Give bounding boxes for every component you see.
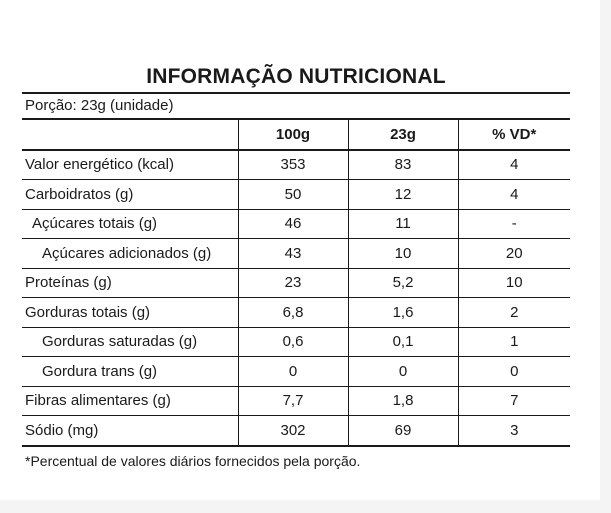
table-row: Carboidratos (g) 50 12 4 xyxy=(22,179,570,210)
table-row: Fibras alimentares (g) 7,7 1,8 7 xyxy=(22,386,570,416)
value-per-100g: 7,7 xyxy=(237,386,348,416)
nutrient-name: Gorduras saturadas (g) xyxy=(22,327,238,357)
value-per-portion: 5,2 xyxy=(347,268,458,298)
header-nutrient xyxy=(22,120,238,151)
nutrient-name: Gorduras totais (g) xyxy=(22,297,238,328)
daily-value-percent: 4 xyxy=(457,179,570,210)
value-per-100g: 353 xyxy=(237,149,348,180)
value-per-100g: 46 xyxy=(237,209,348,239)
footnote: *Percentual de valores diários fornecido… xyxy=(25,452,361,469)
value-per-100g: 50 xyxy=(237,179,348,210)
nutrition-table: 100g 23g % VD* Valor energético (kcal) 35… xyxy=(22,120,570,447)
header-100g: 100g xyxy=(237,120,348,151)
table-row: Gorduras saturadas (g) 0,6 0,1 1 xyxy=(22,327,570,357)
table-row: Sódio (mg) 302 69 3 xyxy=(22,415,570,447)
daily-value-percent: 10 xyxy=(457,268,570,298)
nutrient-name: Carboidratos (g) xyxy=(22,179,238,210)
portion-info: Porção: 23g (unidade) xyxy=(22,94,570,120)
daily-value-percent: 2 xyxy=(457,297,570,328)
nutrient-name: Açúcares adicionados (g) xyxy=(22,238,238,269)
table-row: Gordura trans (g) 0 0 0 xyxy=(22,356,570,387)
table-row: Gorduras totais (g) 6,8 1,6 2 xyxy=(22,297,570,328)
value-per-100g: 0,6 xyxy=(237,327,348,357)
daily-value-percent: 1 xyxy=(457,327,570,357)
nutrition-label: INFORMAÇÃO NUTRICIONAL Porção: 23g (unid… xyxy=(22,64,570,475)
daily-value-percent: 4 xyxy=(457,149,570,180)
nutrient-name: Sódio (mg) xyxy=(22,415,238,447)
header-portion: 23g xyxy=(347,120,458,151)
value-per-portion: 1,8 xyxy=(347,386,458,416)
nutrient-name: Gordura trans (g) xyxy=(22,356,238,387)
header-vd: % VD* xyxy=(457,120,570,151)
value-per-100g: 0 xyxy=(237,356,348,387)
table-row: Valor energético (kcal) 353 83 4 xyxy=(22,149,570,180)
value-per-100g: 302 xyxy=(237,415,348,447)
table-row: Açúcares adicionados (g) 43 10 20 xyxy=(22,238,570,269)
value-per-100g: 6,8 xyxy=(237,297,348,328)
daily-value-percent: 20 xyxy=(457,238,570,269)
nutrient-name: Proteínas (g) xyxy=(22,268,238,298)
daily-value-percent: 7 xyxy=(457,386,570,416)
daily-value-percent: 0 xyxy=(457,356,570,387)
daily-value-percent: 3 xyxy=(457,415,570,447)
table-header-row: 100g 23g % VD* xyxy=(22,120,570,151)
value-per-100g: 23 xyxy=(237,268,348,298)
value-per-portion: 11 xyxy=(347,209,458,239)
nutrition-card: INFORMAÇÃO NUTRICIONAL Porção: 23g (unid… xyxy=(0,0,600,500)
value-per-portion: 10 xyxy=(347,238,458,269)
value-per-portion: 0,1 xyxy=(347,327,458,357)
label-title: INFORMAÇÃO NUTRICIONAL xyxy=(22,64,570,94)
nutrient-name: Fibras alimentares (g) xyxy=(22,386,238,416)
value-per-portion: 12 xyxy=(347,179,458,210)
nutrient-name: Açúcares totais (g) xyxy=(22,209,238,239)
value-per-100g: 43 xyxy=(237,238,348,269)
table-row: Açúcares totais (g) 46 11- xyxy=(22,209,570,239)
value-per-portion: 69 xyxy=(347,415,458,447)
nutrient-name: Valor energético (kcal) xyxy=(22,149,238,180)
daily-value-percent: - xyxy=(457,209,570,239)
value-per-portion: 1,6 xyxy=(347,297,458,328)
table-row: Proteínas (g) 23 5,2 10 xyxy=(22,268,570,298)
value-per-portion: 83 xyxy=(347,149,458,180)
value-per-portion: 0 xyxy=(347,356,458,387)
